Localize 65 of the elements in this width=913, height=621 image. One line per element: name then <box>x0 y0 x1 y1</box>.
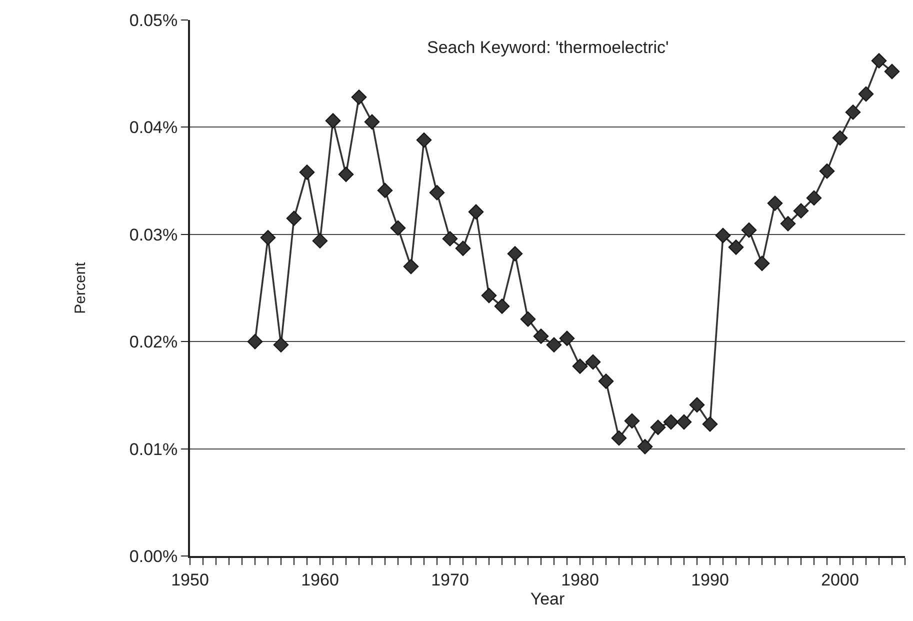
point <box>325 113 341 128</box>
point <box>364 114 380 130</box>
point <box>546 337 562 352</box>
x-axis-title: Year <box>530 589 566 608</box>
point <box>468 204 484 220</box>
point <box>702 416 718 432</box>
point <box>403 258 419 274</box>
point <box>819 164 835 179</box>
point <box>390 220 406 236</box>
y-axis-title: Percent <box>72 261 90 314</box>
point <box>455 240 471 256</box>
point <box>858 86 874 102</box>
point <box>689 397 705 412</box>
point <box>637 439 653 454</box>
point <box>533 328 549 344</box>
x-tick-label: 1970 <box>431 570 469 590</box>
point <box>273 337 289 352</box>
y-tick-label: 0.01% <box>129 440 178 459</box>
point <box>845 104 861 120</box>
x-tick-label: 2000 <box>821 570 859 590</box>
point <box>442 231 458 246</box>
point <box>832 130 848 146</box>
point <box>416 132 432 148</box>
point <box>494 298 510 314</box>
point <box>481 288 497 304</box>
point <box>741 222 757 238</box>
point <box>767 196 783 211</box>
y-tick-label: 0.00% <box>129 546 178 566</box>
point <box>507 246 523 262</box>
point <box>871 53 887 68</box>
point <box>598 374 614 389</box>
point <box>429 184 445 200</box>
point <box>728 240 744 255</box>
x-tick-label: 1980 <box>561 570 599 590</box>
point <box>572 358 588 374</box>
point <box>351 90 367 105</box>
y-tick-label: 0.05% <box>129 10 178 30</box>
point <box>299 164 315 180</box>
point <box>247 334 263 350</box>
point <box>650 420 666 436</box>
point <box>806 190 822 206</box>
point <box>377 182 393 198</box>
point <box>260 230 276 246</box>
point <box>715 228 731 244</box>
point <box>884 64 900 80</box>
point <box>676 414 692 430</box>
x-tick-label: 1950 <box>171 570 209 590</box>
annotation: Seach Keyword: 'thermoelectric' <box>427 38 669 57</box>
point <box>520 311 536 327</box>
y-tick-label: 0.03% <box>129 225 178 244</box>
point <box>624 413 640 429</box>
point <box>663 414 679 430</box>
y-tick-label: 0.02% <box>129 332 178 352</box>
x-tick-label: 1960 <box>301 570 339 590</box>
point <box>754 256 770 271</box>
point <box>585 354 601 370</box>
point <box>312 233 328 248</box>
y-tick-label: 0.04% <box>129 118 178 138</box>
point <box>286 210 302 226</box>
point <box>559 330 575 346</box>
point <box>793 203 809 218</box>
point <box>780 216 796 232</box>
point <box>611 430 627 446</box>
x-tick-label: 1990 <box>691 570 729 590</box>
point <box>338 166 354 182</box>
